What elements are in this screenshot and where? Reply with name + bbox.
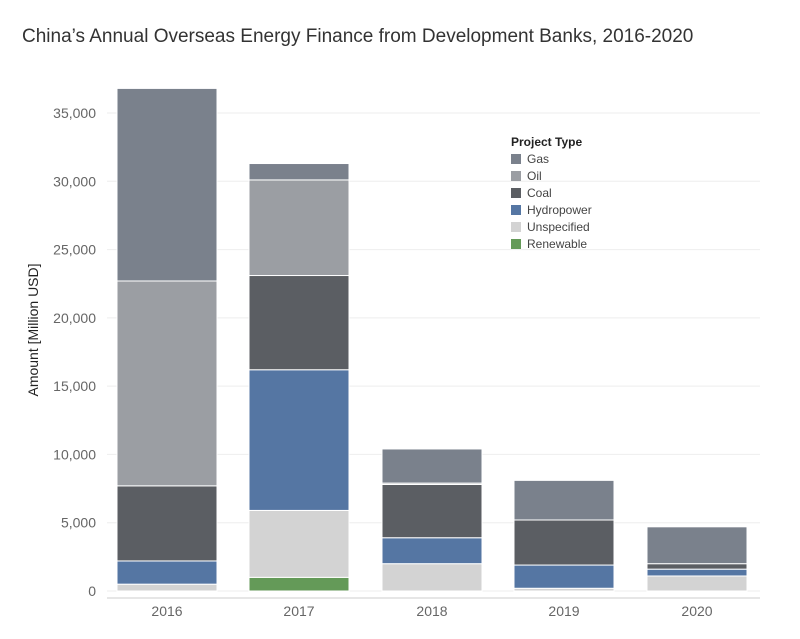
legend-swatch-hydropower	[511, 205, 521, 215]
bar-segment-hydropower-2017[interactable]	[248, 369, 350, 511]
legend-label-oil: Oil	[527, 169, 542, 183]
bar-segment-renewable-2017[interactable]	[248, 576, 350, 592]
legend-label-gas: Gas	[527, 152, 549, 166]
y-axis: 0 5,000 10,000 15,000 20,000 25,000 30,000 35,0…	[53, 105, 96, 599]
x-axis: 2016 2017 2018 2019 2020	[107, 597, 760, 619]
bar-segment-unspecified-2018[interactable]	[381, 563, 483, 592]
bar-segment-oil-2016[interactable]	[116, 280, 218, 487]
legend-swatch-renewable	[511, 239, 521, 249]
x-tick-label: 2019	[548, 603, 579, 619]
y-tick-label: 0	[88, 583, 96, 599]
legend-swatch-gas	[511, 154, 521, 164]
bar-segment-unspecified-2020[interactable]	[646, 575, 748, 592]
bar-segment-hydropower-2016[interactable]	[116, 560, 218, 585]
bar-segment-gas-2020[interactable]	[646, 526, 748, 565]
bar-segment-gas-2019[interactable]	[513, 479, 615, 521]
bar-segment-unspecified-2017[interactable]	[248, 509, 350, 578]
legend-swatch-unspecified	[511, 222, 521, 232]
bar-segment-oil-2017[interactable]	[248, 179, 350, 277]
y-tick-label: 25,000	[53, 242, 96, 258]
legend-title: Project Type	[511, 135, 582, 149]
bar-segment-coal-2017[interactable]	[248, 275, 350, 371]
y-tick-label: 30,000	[53, 173, 96, 189]
y-axis-title: Amount [Million USD]	[25, 263, 41, 396]
bar-segment-coal-2016[interactable]	[116, 485, 218, 562]
bar-segment-hydropower-2020[interactable]	[646, 568, 748, 577]
bar-segment-unspecified-2016[interactable]	[116, 583, 218, 592]
legend-label-coal: Coal	[527, 186, 552, 200]
bar-segment-hydropower-2018[interactable]	[381, 537, 483, 565]
chart-title: China’s Annual Overseas Energy Finance f…	[22, 26, 694, 47]
bar-segment-gas-2018[interactable]	[381, 448, 483, 484]
bar-segment-coal-2020[interactable]	[646, 563, 748, 570]
bars	[116, 87, 748, 592]
x-tick-label: 2017	[283, 603, 314, 619]
x-tick-label: 2016	[151, 603, 182, 619]
legend-swatch-oil	[511, 171, 521, 181]
bar-segment-gas-2016[interactable]	[116, 87, 218, 282]
y-tick-label: 35,000	[53, 105, 96, 121]
legend-label-hydropower: Hydropower	[527, 203, 592, 217]
bar-segment-coal-2018[interactable]	[381, 483, 483, 539]
bar-segment-coal-2019[interactable]	[513, 519, 615, 566]
legend-label-renewable: Renewable	[527, 237, 587, 251]
x-tick-label: 2018	[416, 603, 447, 619]
legend-label-unspecified: Unspecified	[527, 220, 590, 234]
bar-segment-gas-2017[interactable]	[248, 163, 350, 181]
legend: Project Type Gas Oil Coal Hydropower Unspeci…	[511, 135, 592, 251]
bar-segment-hydropower-2019[interactable]	[513, 564, 615, 589]
legend-swatch-coal	[511, 188, 521, 198]
y-tick-label: 10,000	[53, 446, 96, 462]
y-tick-label: 20,000	[53, 310, 96, 326]
y-tick-label: 15,000	[53, 378, 96, 394]
x-tick-label: 2020	[681, 603, 712, 619]
y-tick-label: 5,000	[61, 515, 96, 531]
